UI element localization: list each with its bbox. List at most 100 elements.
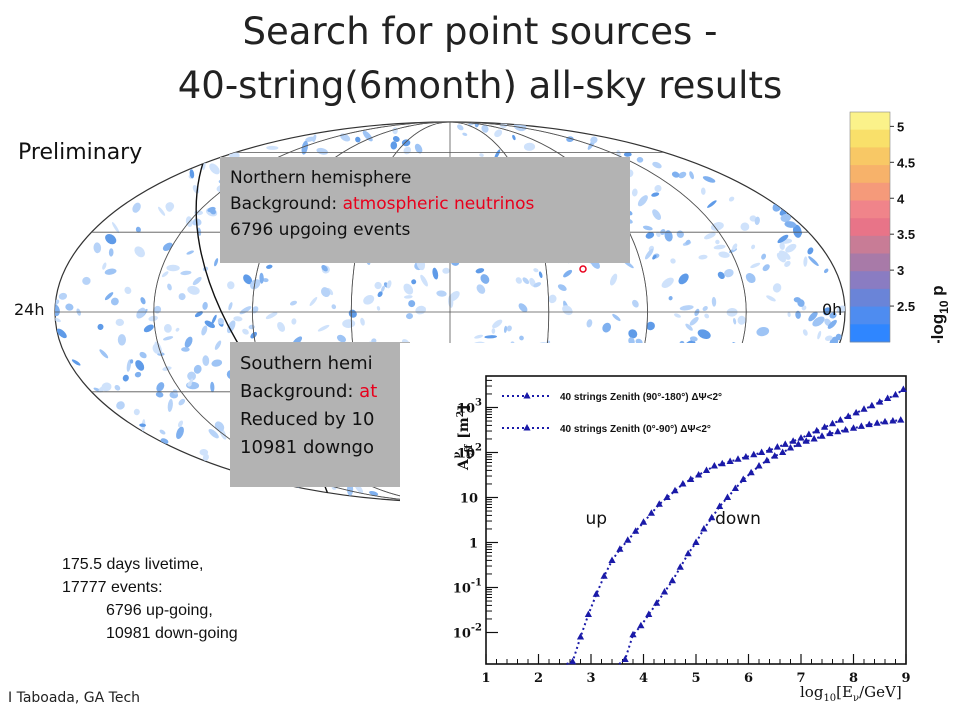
fluctuation-spot [135, 360, 145, 371]
fluctuation-spot [386, 280, 392, 289]
series-point [645, 610, 653, 617]
fluctuation-spot [250, 279, 261, 290]
fluctuation-spot [159, 429, 166, 435]
fluctuation-spot [475, 268, 485, 274]
fluctuation-spot [214, 258, 219, 267]
series-point [576, 633, 585, 640]
fluctuation-spot [670, 258, 676, 264]
series-point [891, 390, 900, 398]
fluctuation-spot [408, 300, 416, 308]
series-point [897, 416, 905, 423]
plot-legend: 40 strings Zenith (90°-180°) ΔΨ<2° 40 str… [502, 392, 722, 435]
fluctuation-spot [671, 171, 680, 178]
fluctuation-spot [177, 420, 184, 428]
series-point [639, 518, 648, 525]
slide-title-line1: Search for point sources - [242, 10, 718, 53]
fluctuation-spot [766, 295, 776, 302]
series-point [632, 527, 640, 534]
fluctuation-spot [476, 284, 486, 294]
series-point [794, 440, 802, 447]
fluctuation-spot [194, 311, 203, 318]
fluctuation-spot [644, 248, 654, 260]
fluctuation-spot [184, 336, 193, 348]
fluctuation-spot [211, 314, 217, 324]
northern-bg-value: atmospheric neutrinos [342, 194, 535, 214]
fluctuation-spot [71, 359, 81, 366]
fluctuation-spot [114, 385, 121, 391]
fluctuation-spot [266, 264, 273, 269]
livetime-summary: 175.5 days livetime, 17777 events: 6796 … [62, 553, 238, 645]
fluctuation-spot [512, 134, 516, 141]
fluctuation-spot [228, 302, 233, 311]
fluctuation-spot [780, 213, 792, 223]
fluctuation-spot [115, 318, 124, 327]
series-point [739, 475, 747, 482]
series-point [569, 657, 577, 665]
colorbar-tick-label: 5 [897, 119, 904, 134]
fluctuation-spot [715, 239, 720, 245]
fluctuation-spot [779, 250, 791, 260]
fluctuation-spot [317, 324, 330, 332]
fluctuation-spot [737, 315, 746, 325]
fluctuation-spot [506, 325, 512, 332]
fluctuation-spot [492, 319, 503, 329]
fluctuation-spot [406, 313, 413, 320]
fluctuation-spot [636, 156, 644, 163]
fluctuation-spot [656, 231, 661, 238]
southern-reduction: Reduced by 10 [240, 409, 375, 430]
series-point [653, 599, 661, 606]
series-point [836, 416, 844, 423]
ra-label-left: 24h [14, 300, 45, 319]
fluctuation-spot [689, 171, 694, 180]
fluctuation-spot [448, 295, 454, 308]
series-point [679, 480, 687, 487]
fluctuation-spot [817, 330, 822, 340]
fluctuation-spot [436, 290, 447, 297]
fluctuation-spot [381, 285, 385, 292]
fluctuation-spot [377, 291, 383, 298]
series-point [786, 444, 795, 451]
fluctuation-spot [233, 316, 243, 322]
series-point [781, 440, 789, 447]
fluctuation-spot [289, 300, 298, 306]
fluctuation-spot [529, 277, 536, 287]
series-point [810, 435, 818, 442]
colorbar-tick-label: 3 [897, 263, 904, 278]
series-point [731, 484, 739, 491]
fluctuation-spot [301, 140, 309, 155]
series-point [671, 486, 679, 494]
fluctuation-spot [740, 222, 750, 231]
fluctuation-spot [795, 310, 801, 319]
fluctuation-spot [243, 274, 253, 285]
fluctuation-spot [98, 386, 105, 393]
fluctuation-spot [217, 317, 224, 325]
fluctuation-spot [602, 322, 612, 333]
series-point [663, 493, 671, 500]
series-point [608, 556, 616, 563]
series-point [592, 590, 600, 597]
fluctuation-spot [242, 328, 249, 335]
series-point [755, 462, 763, 469]
x-tick-label: 3 [586, 671, 595, 686]
series-point [734, 455, 742, 462]
fluctuation-spot [108, 248, 114, 257]
southern-title: Southern hemi [240, 353, 373, 374]
fluctuation-spot [139, 351, 147, 359]
y-tick-label: 10-2 [453, 623, 482, 642]
fluctuation-spot [104, 292, 114, 301]
series-point [702, 466, 711, 473]
fluctuation-spot [762, 264, 770, 272]
y-axis-label: Aeffν [m2] [452, 404, 475, 471]
series-point [828, 419, 837, 427]
fluctuation-spot [702, 305, 708, 312]
fluctuation-spot [167, 399, 173, 412]
fluctuation-spot [711, 296, 717, 307]
fluctuation-spot [134, 246, 145, 258]
series-point [881, 417, 889, 425]
series-point [779, 448, 787, 455]
fluctuation-spot [336, 334, 347, 343]
fluctuation-spot [756, 327, 770, 337]
ra-label-right: 0h [822, 300, 843, 319]
fluctuation-spot [491, 328, 496, 334]
